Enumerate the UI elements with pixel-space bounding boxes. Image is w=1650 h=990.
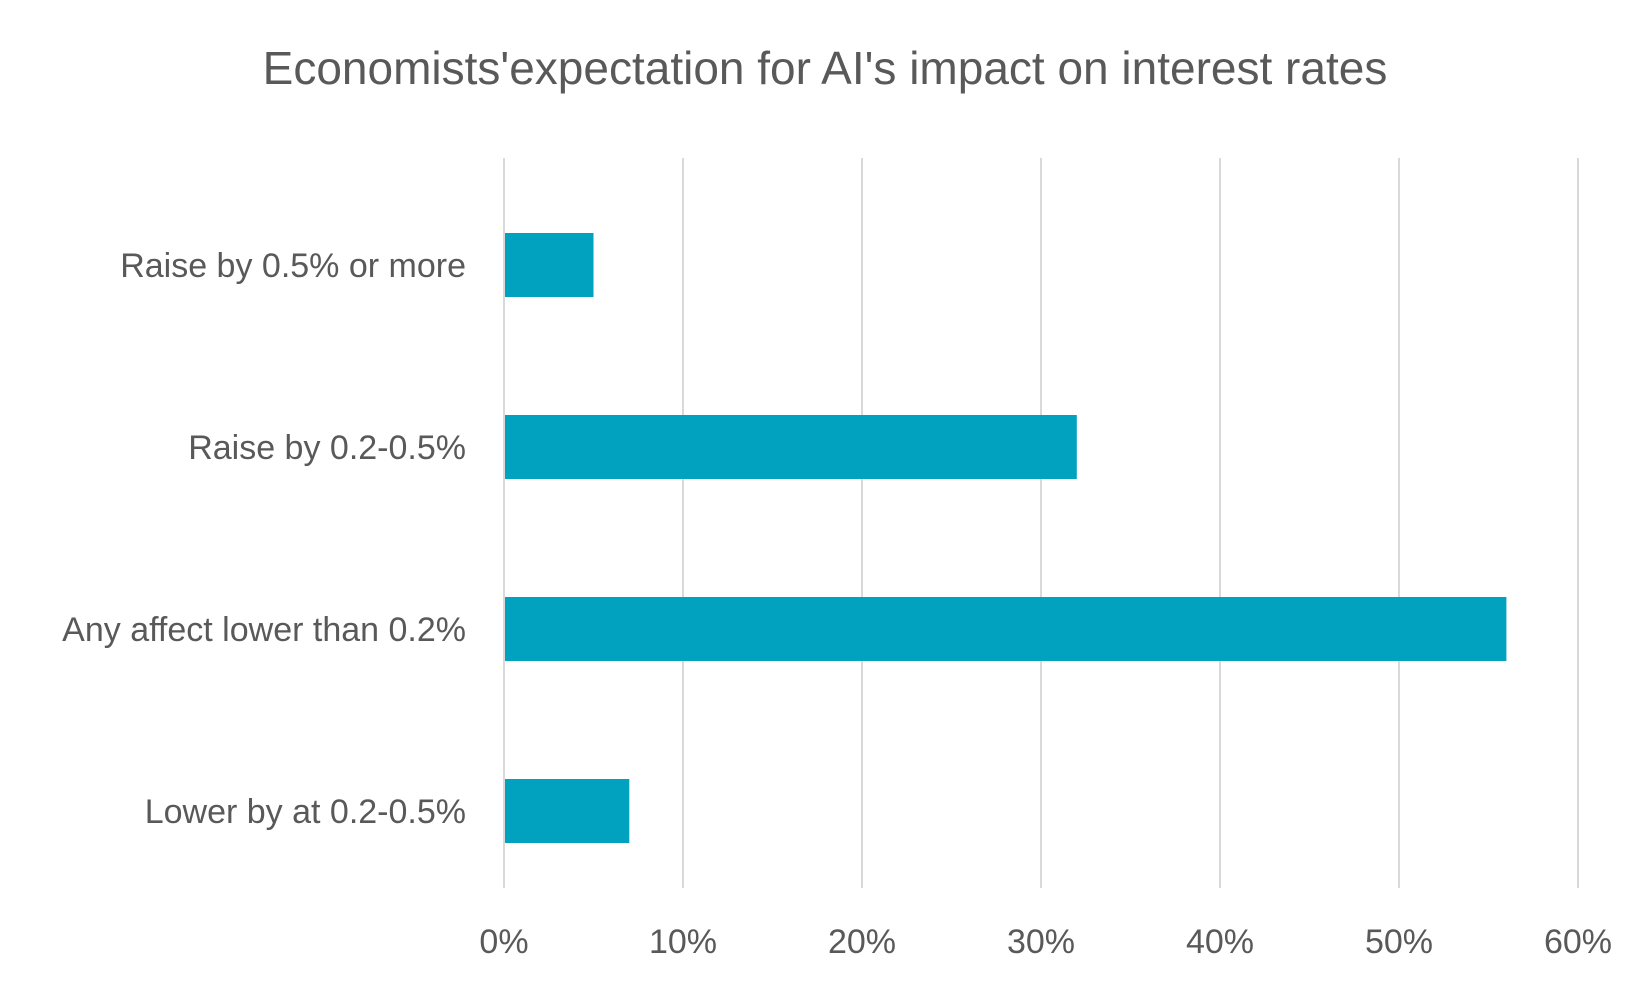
x-tick-label-50: 50% [1365, 923, 1433, 961]
x-tick-label-20: 20% [828, 923, 896, 961]
category-label-raise-by-0-5-or-more: Raise by 0.5% or more [120, 247, 466, 285]
x-tick-label-10: 10% [649, 923, 717, 961]
category-labels: Raise by 0.5% or more Raise by 0.2-0.5% An… [62, 247, 466, 831]
x-tick-labels: 0% 10% 20% 30% 40% 50% 60% [479, 923, 1612, 961]
bar-any-affect-lower-than-0-2 [505, 597, 1507, 661]
bar-raise-by-0-2-0-5 [505, 415, 1077, 479]
x-tick-label-30: 30% [1007, 923, 1075, 961]
chart-title: Economists'expectation for AI's impact o… [263, 42, 1388, 94]
bar-lower-by-at-0-2-0-5 [505, 779, 630, 843]
x-tick-label-40: 40% [1186, 923, 1254, 961]
gridlines [503, 158, 1579, 888]
bar-raise-by-0-5-or-more [505, 233, 594, 297]
category-label-lower-by-at-0-2-0-5: Lower by at 0.2-0.5% [145, 793, 466, 831]
x-tick-label-60: 60% [1544, 923, 1612, 961]
category-label-any-affect-lower-than-0-2: Any affect lower than 0.2% [62, 611, 466, 649]
x-tick-label-0: 0% [479, 923, 528, 961]
category-label-raise-by-0-2-0-5: Raise by 0.2-0.5% [188, 429, 466, 467]
bars [505, 233, 1507, 843]
